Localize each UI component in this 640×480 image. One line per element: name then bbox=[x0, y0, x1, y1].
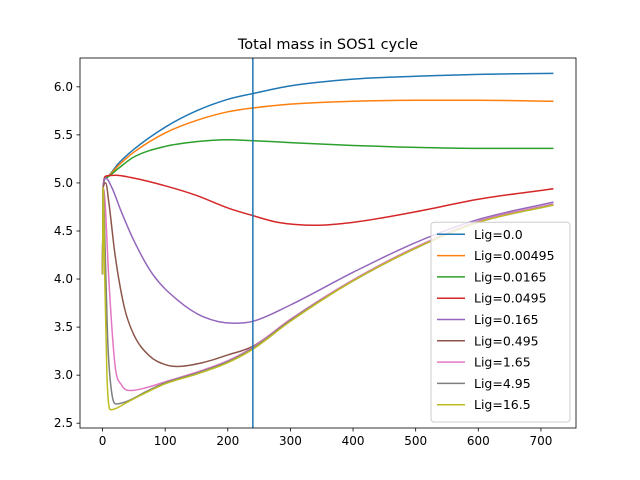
x-tick-label-6: 600 bbox=[467, 434, 490, 448]
x-axis: 0 100 200 300 400 500 600 700 bbox=[99, 428, 552, 448]
y-axis: 2.5 3.0 3.5 4.0 4.5 5.0 5.5 6.0 bbox=[54, 80, 80, 430]
legend-label-6: Lig=1.65 bbox=[474, 355, 531, 370]
series-layer bbox=[101, 72, 554, 411]
series-line-4 bbox=[101, 177, 554, 324]
y-tick-label-1: 3.0 bbox=[54, 368, 73, 382]
plot-area bbox=[79, 57, 577, 429]
x-tick-label-4: 400 bbox=[342, 434, 365, 448]
legend-box bbox=[430, 221, 571, 423]
y-tick-label-7: 6.0 bbox=[54, 80, 73, 94]
legend-label-4: Lig=0.165 bbox=[474, 312, 539, 327]
series-line-3 bbox=[101, 174, 554, 275]
x-tick-label-1: 100 bbox=[154, 434, 177, 448]
legend-label-1: Lig=0.00495 bbox=[474, 248, 555, 263]
legend-label-5: Lig=0.495 bbox=[474, 333, 539, 348]
chart-title: Total mass in SOS1 cycle bbox=[237, 37, 418, 53]
legend-label-0: Lig=0.0 bbox=[474, 227, 523, 242]
x-tick-label-0: 0 bbox=[99, 434, 107, 448]
legend-label-7: Lig=4.95 bbox=[474, 376, 531, 391]
x-tick-label-7: 700 bbox=[529, 434, 552, 448]
y-tick-label-2: 3.5 bbox=[54, 320, 73, 334]
legend: Lig=0.0 Lig=0.00495 Lig=0.0165 Lig=0.0495 Li… bbox=[430, 221, 571, 423]
x-tick-label-2: 200 bbox=[216, 434, 239, 448]
axes-frame bbox=[79, 57, 577, 429]
y-tick-label-6: 5.5 bbox=[54, 128, 73, 142]
series-line-8 bbox=[101, 186, 554, 411]
legend-label-8: Lig=16.5 bbox=[474, 397, 531, 412]
y-tick-label-4: 4.5 bbox=[54, 224, 73, 238]
x-tick-label-5: 500 bbox=[404, 434, 427, 448]
y-tick-label-3: 4.0 bbox=[54, 272, 73, 286]
y-tick-label-0: 2.5 bbox=[54, 416, 73, 430]
series-line-6 bbox=[101, 186, 554, 392]
legend-label-2: Lig=0.0165 bbox=[474, 269, 547, 284]
x-tick-label-3: 300 bbox=[279, 434, 302, 448]
legend-label-3: Lig=0.0495 bbox=[474, 291, 547, 306]
y-tick-label-5: 5.0 bbox=[54, 176, 73, 190]
